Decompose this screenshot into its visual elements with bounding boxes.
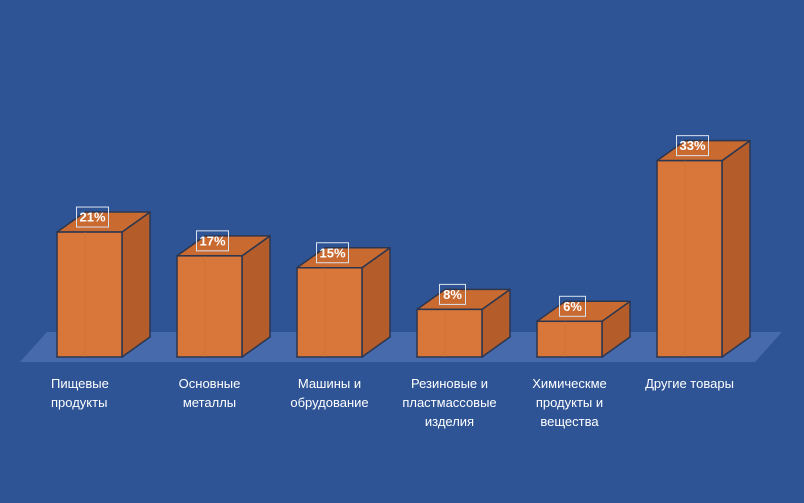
bar: [416, 308, 483, 358]
category-label: Другие товары: [645, 376, 734, 391]
data-label-box: [196, 230, 229, 252]
bar-side: [721, 139, 751, 358]
data-label: 15%: [319, 245, 345, 260]
bar-side: [241, 235, 271, 358]
category-label: Резиновые и пластмассовые изделия: [402, 376, 497, 429]
bar: [296, 267, 363, 358]
bar: [536, 320, 603, 358]
bar: [56, 231, 123, 358]
category-label: Машины и обрудование: [290, 376, 369, 410]
bar: [176, 255, 243, 358]
data-label: 8%: [443, 287, 462, 302]
data-label-box: [316, 242, 349, 264]
category-label: Химическме продукты и вещества: [532, 376, 607, 429]
data-label: 21%: [79, 210, 105, 225]
data-label-box: [559, 295, 586, 317]
data-label: 33%: [679, 138, 705, 153]
data-label-box: [676, 135, 709, 157]
category-label: Основные металлы: [178, 376, 241, 410]
data-label-box: [439, 283, 466, 305]
data-label: 6%: [563, 299, 582, 314]
category-label: Пищевые продукты: [51, 376, 109, 410]
bar-side: [121, 211, 151, 358]
data-label: 17%: [199, 233, 225, 248]
bar: [656, 159, 723, 358]
data-label-box: [76, 206, 109, 228]
